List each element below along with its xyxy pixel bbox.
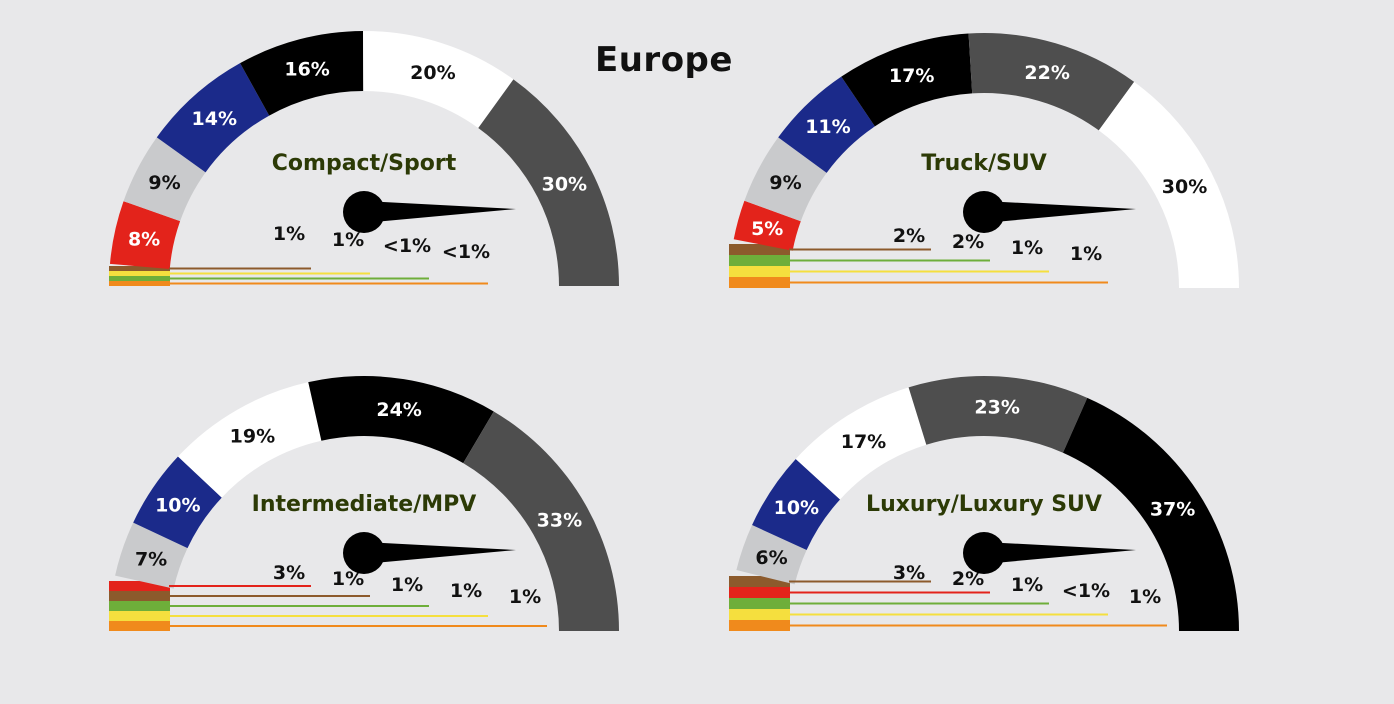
gauge-segment [133,456,222,549]
segment-label: 33% [537,509,582,531]
gauge-title: Intermediate/MPV [252,492,477,517]
gauge-segment [308,376,494,464]
small-segment [109,271,170,276]
segment-label: 8% [128,228,160,250]
gauge-segment [1062,397,1239,631]
gauge-segment [240,31,364,116]
small-label: 1% [509,586,541,608]
segment-label: 19% [230,426,275,448]
gauge-segment [109,201,181,270]
gauge-segment [123,137,206,222]
small-label: <1% [1062,580,1110,602]
segment-label: 23% [974,396,1019,418]
small-label: 1% [273,223,305,245]
gauge-segment [733,200,801,251]
gauge-segment [363,31,514,128]
gauge-segment [1098,81,1239,288]
segment-label: 9% [769,172,801,194]
gauge-segment [744,137,827,222]
gauge-2: 5% 9% 11% 17% 22% 30% 2% 2% 1% 1% Truck/SUV [729,32,1239,288]
segment-label: 24% [376,399,421,421]
small-segment [729,587,790,598]
small-segment [109,601,170,611]
segment-label: 10% [774,497,819,519]
gauge-4: 6% 10% 17% 23% 37% 3% 2% 1% <1% 1% Luxury/Luxury S… [729,376,1239,631]
gauge-3: 7% 10% 19% 24% 33% 3% 1% 1% 1% 1% Intermediate/MPV [109,376,619,631]
small-label: <1% [442,241,490,263]
small-label: 1% [1129,586,1161,608]
segment-label: 5% [751,218,783,240]
segment-label: 10% [155,495,200,517]
small-label: 1% [1070,243,1102,265]
gauge-title: Truck/SUV [921,151,1047,176]
small-label: <1% [383,235,431,257]
gauge-segment [463,411,619,631]
small-label: 1% [1011,237,1043,259]
gauge-segment [752,458,841,550]
gauge-title: Luxury/Luxury SUV [866,492,1102,517]
small-label: 1% [332,229,364,251]
segment-label: 16% [284,58,329,80]
gauge-segment [736,525,807,585]
small-segment [729,266,790,277]
small-segment [729,277,790,288]
small-segment [109,581,170,591]
small-segment [729,609,790,620]
gauge-1: 8% 9% 14% 16% 20% 30% 1% 1% <1% <1% Compact/Sport [109,31,619,286]
gauge-segment [841,33,973,127]
small-segment [109,621,170,631]
gauge-segment [908,376,1088,453]
segment-label: 9% [148,172,180,194]
small-segment [109,276,170,281]
needle [984,542,1136,564]
segment-label: 17% [841,431,886,453]
small-label: 2% [893,225,925,247]
small-segment [109,266,170,271]
small-label: 1% [391,574,423,596]
small-segment [109,611,170,621]
segment-label: 20% [410,62,455,84]
segment-label: 30% [1162,176,1207,198]
segment-label: 11% [805,116,850,138]
needle [984,201,1136,223]
small-segment [109,281,170,286]
gauge-segment [156,63,270,173]
needle [364,542,516,564]
small-segment [109,591,170,601]
segment-label: 14% [192,108,237,130]
chart-title: Europe [595,40,733,80]
small-label: 1% [450,580,482,602]
small-segment [729,598,790,609]
small-label: 2% [952,231,984,253]
small-label: 1% [1011,574,1043,596]
gauge-segment [778,76,875,173]
segment-label: 37% [1150,498,1195,520]
gauge-segment [968,32,1135,131]
small-segment [729,255,790,266]
small-label: 1% [332,568,364,590]
small-segment [729,620,790,631]
small-label: 3% [273,562,305,584]
small-label: 3% [893,562,925,584]
segment-label: 6% [755,547,787,569]
gauge-segment [178,382,322,498]
segment-label: 17% [889,65,934,87]
needle [364,201,516,223]
small-segment [729,244,790,255]
small-segment [729,576,790,587]
gauge-segment [115,522,188,589]
gauge-title: Compact/Sport [272,151,457,176]
segment-label: 30% [542,174,587,196]
gauge-segment [478,79,619,286]
small-label: 2% [952,568,984,590]
gauge-segment [795,387,927,500]
segment-label: 7% [135,548,167,570]
segment-label: 22% [1024,62,1069,84]
